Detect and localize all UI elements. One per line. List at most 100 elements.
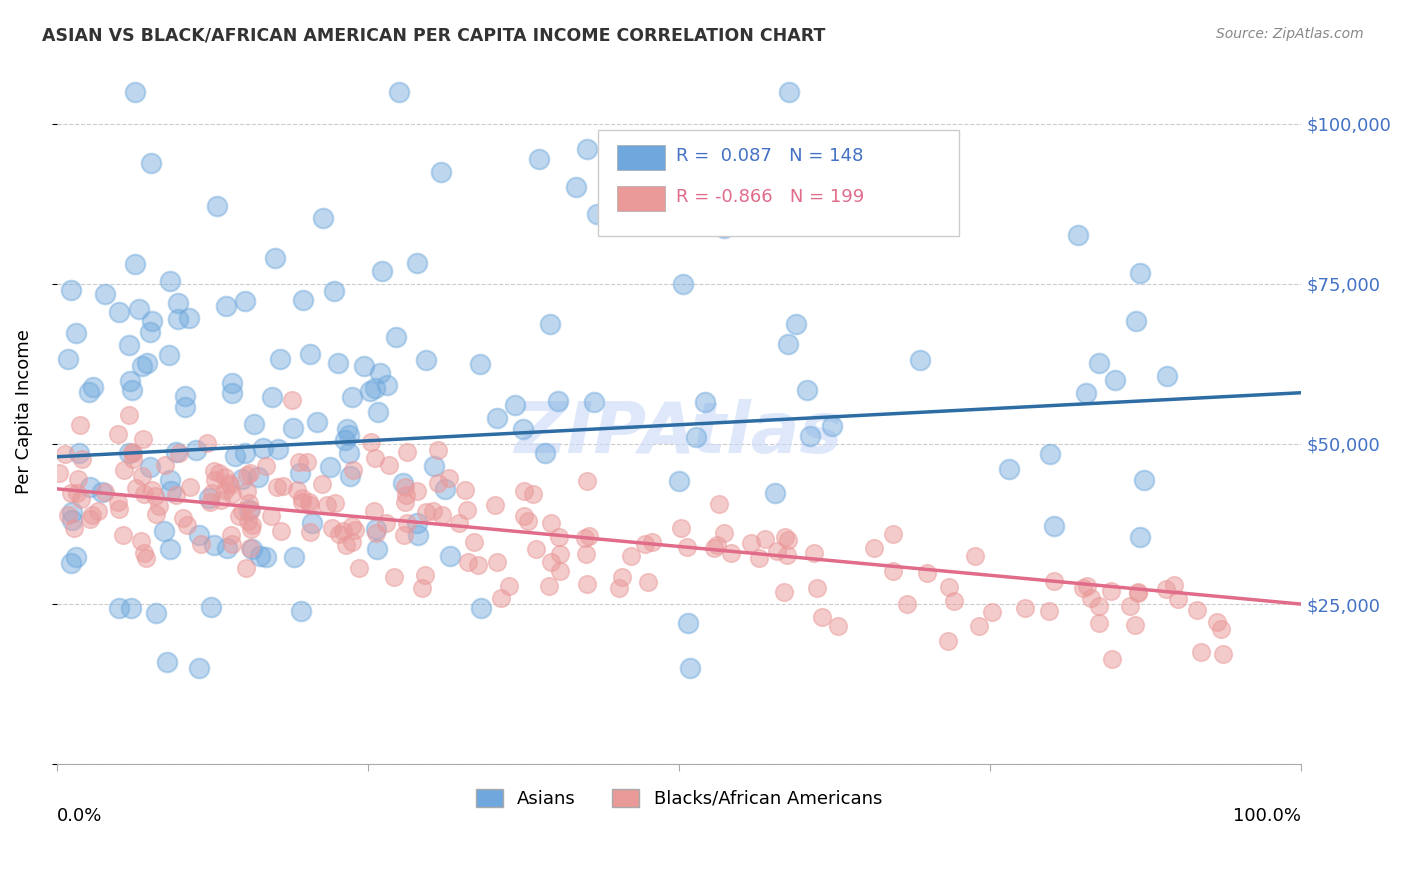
- Point: [131, 359, 153, 373]
- Point: [415, 353, 437, 368]
- Point: [688, 196, 710, 211]
- Point: [295, 455, 318, 469]
- Point: [679, 661, 702, 675]
- Point: [547, 530, 569, 544]
- Point: [1038, 604, 1060, 618]
- Point: [124, 256, 146, 270]
- Point: [395, 487, 418, 501]
- Point: [388, 85, 411, 99]
- Point: [343, 523, 366, 537]
- Point: [773, 530, 796, 544]
- Point: [215, 541, 238, 555]
- Point: [141, 314, 163, 328]
- Point: [298, 498, 321, 512]
- Point: [695, 394, 717, 409]
- Point: [90, 485, 112, 500]
- Point: [249, 549, 271, 563]
- Point: [328, 527, 350, 541]
- Point: [586, 207, 609, 221]
- Point: [231, 503, 253, 517]
- Point: [107, 495, 129, 509]
- Point: [382, 570, 405, 584]
- Point: [124, 85, 146, 99]
- Point: [218, 477, 240, 491]
- Point: [430, 508, 453, 523]
- Point: [321, 521, 343, 535]
- Point: [266, 480, 288, 494]
- Point: [240, 503, 263, 517]
- Point: [882, 565, 904, 579]
- Point: [778, 85, 800, 99]
- Point: [1125, 314, 1147, 328]
- Point: [1076, 579, 1098, 593]
- Point: [915, 566, 938, 581]
- Point: [1119, 599, 1142, 614]
- Point: [298, 525, 321, 540]
- Point: [413, 567, 436, 582]
- Point: [415, 505, 437, 519]
- Point: [215, 299, 238, 313]
- Point: [498, 579, 520, 593]
- Point: [60, 512, 83, 526]
- Point: [1129, 266, 1152, 280]
- Point: [131, 469, 153, 483]
- Point: [360, 434, 382, 449]
- Point: [112, 528, 135, 542]
- Point: [252, 441, 274, 455]
- Point: [69, 418, 91, 433]
- Text: 0.0%: 0.0%: [56, 806, 103, 824]
- Point: [806, 581, 828, 595]
- Point: [70, 492, 93, 507]
- Point: [148, 499, 170, 513]
- Point: [512, 483, 534, 498]
- Point: [66, 472, 89, 486]
- Point: [620, 549, 643, 563]
- Point: [132, 487, 155, 501]
- Point: [124, 481, 146, 495]
- Point: [238, 496, 260, 510]
- Point: [65, 550, 87, 565]
- Point: [48, 466, 70, 480]
- Point: [132, 546, 155, 560]
- Point: [896, 597, 918, 611]
- Point: [672, 277, 695, 291]
- Point: [827, 619, 849, 633]
- Point: [936, 633, 959, 648]
- Point: [439, 549, 461, 563]
- Point: [224, 449, 246, 463]
- Point: [363, 504, 385, 518]
- Point: [1104, 373, 1126, 387]
- Point: [1187, 603, 1209, 617]
- Point: [333, 433, 356, 447]
- Point: [326, 356, 349, 370]
- Point: [910, 353, 932, 368]
- Point: [159, 542, 181, 557]
- Point: [454, 483, 477, 497]
- Legend: Asians, Blacks/African Americans: Asians, Blacks/African Americans: [468, 781, 890, 815]
- Point: [1123, 617, 1146, 632]
- Point: [288, 466, 311, 480]
- Point: [228, 509, 250, 524]
- Point: [406, 528, 429, 542]
- Point: [271, 479, 294, 493]
- Point: [1088, 616, 1111, 631]
- Point: [195, 435, 218, 450]
- Point: [299, 346, 322, 360]
- Point: [323, 496, 346, 510]
- Point: [135, 356, 157, 370]
- Point: [301, 516, 323, 531]
- Point: [863, 541, 886, 556]
- Text: R =  0.087   N = 148: R = 0.087 N = 148: [676, 147, 863, 165]
- Point: [754, 532, 776, 546]
- Point: [291, 491, 314, 505]
- Point: [1163, 578, 1185, 592]
- Point: [540, 516, 562, 531]
- Point: [283, 550, 305, 565]
- Point: [141, 483, 163, 498]
- Point: [200, 600, 222, 615]
- Point: [108, 601, 131, 615]
- Point: [538, 318, 561, 332]
- Point: [529, 152, 551, 166]
- Point: [489, 591, 512, 605]
- Point: [260, 508, 283, 523]
